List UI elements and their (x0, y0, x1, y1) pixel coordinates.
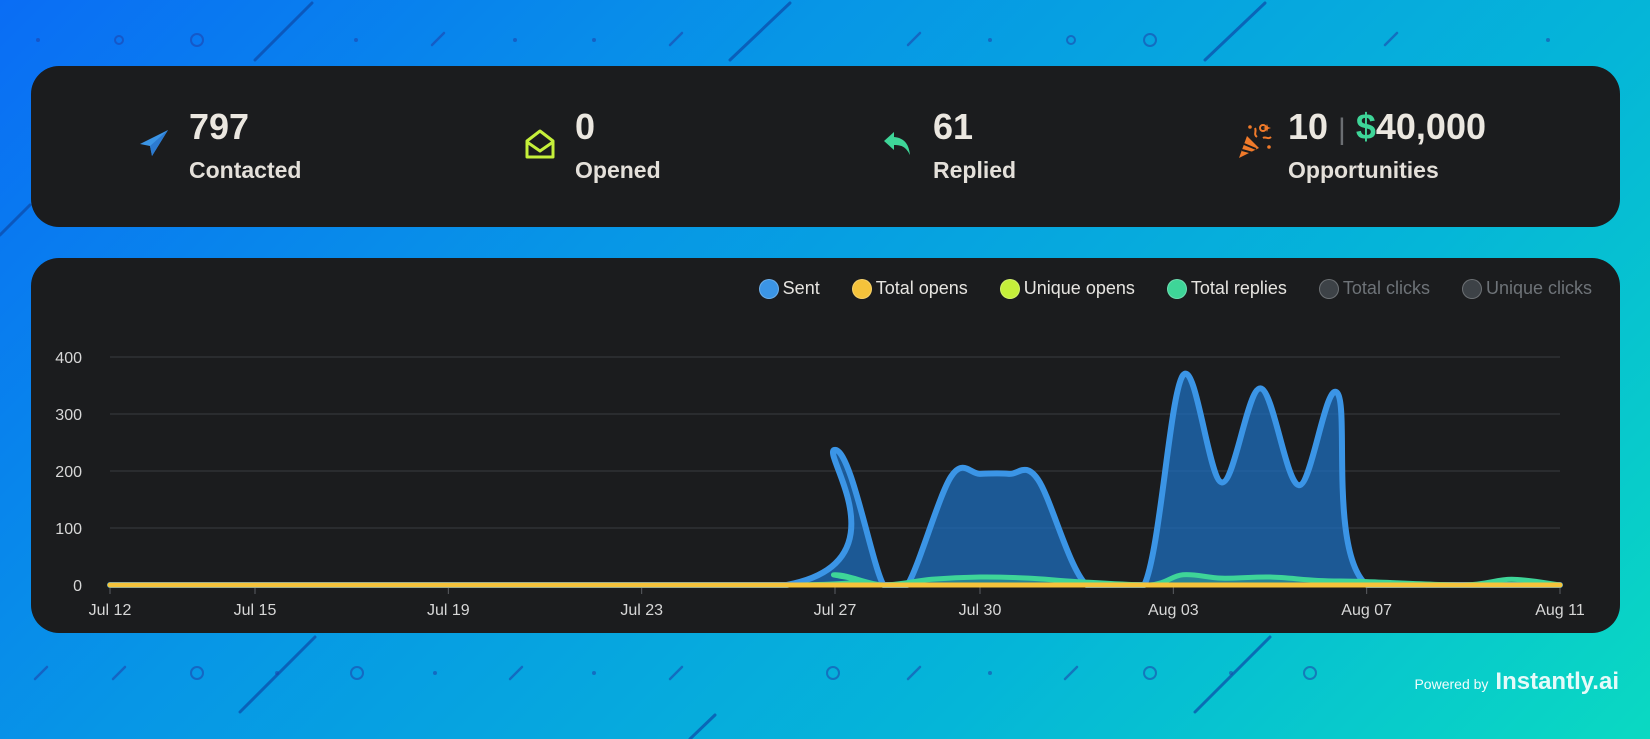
y-tick-label: 300 (55, 407, 82, 424)
opened-count: 0 (575, 106, 596, 147)
legend-swatch (1461, 278, 1482, 299)
replied-count: 61 (933, 106, 974, 147)
y-tick-label: 0 (73, 578, 82, 595)
opened-label: Opened (575, 157, 661, 183)
brand-logo: Instantly.ai (1495, 668, 1619, 695)
contacted-label: Contacted (189, 157, 302, 183)
series-area-sent (110, 373, 1560, 585)
y-tick-label: 400 (55, 350, 82, 367)
paper-plane-icon (140, 130, 168, 156)
legend-label: Total clicks (1342, 278, 1430, 298)
x-tick-label: Aug 03 (1148, 602, 1199, 619)
x-tick-label: Aug 11 (1535, 602, 1585, 619)
legend-item-total-clicks[interactable]: Total clicks (1318, 278, 1430, 299)
reply-arrow-icon (884, 132, 910, 155)
opportunities-value: $40,000 (1356, 106, 1486, 147)
powered-by[interactable]: Powered by Instantly.ai (1414, 668, 1619, 696)
opportunities-label: Opportunities (1288, 157, 1439, 183)
x-tick-label: Jul 15 (234, 602, 277, 619)
x-tick-label: Jul 30 (959, 602, 1002, 619)
legend-swatch (1166, 278, 1187, 299)
x-tick-label: Jul 23 (620, 602, 663, 619)
separator: | (1338, 113, 1346, 146)
legend-swatch (999, 278, 1020, 299)
x-tick-label: Aug 07 (1341, 602, 1392, 619)
x-tick-label: Jul 27 (814, 602, 857, 619)
currency-symbol: $ (1355, 106, 1376, 147)
legend-item-total-opens[interactable]: Total opens (851, 278, 968, 299)
y-tick-label: 200 (55, 464, 82, 481)
x-tick-label: Jul 12 (89, 602, 132, 619)
legend-label: Unique opens (1023, 278, 1135, 298)
stats-card: 797 Contacted 0 Opened 61 Replied (31, 66, 1620, 227)
chart-legend: Sent Total opens Unique opens Total replies… (727, 278, 1592, 299)
legend-swatch (851, 278, 872, 299)
legend-item-sent[interactable]: Sent (758, 278, 820, 299)
legend-label: Sent (782, 278, 820, 298)
opportunities-count: 10 | $40,000 (1288, 106, 1486, 151)
y-tick-label: 100 (55, 521, 82, 538)
legend-item-unique-clicks[interactable]: Unique clicks (1461, 278, 1592, 299)
chart-card: 0 100 200 300 400 Jul 12 Jul 15 Jul 19 Jul 23 Jul… (31, 258, 1620, 633)
series-line-sent (107, 370, 1563, 589)
party-popper-icon (1239, 124, 1272, 158)
legend-swatch (1318, 278, 1339, 299)
legend-item-total-replies[interactable]: Total replies (1166, 278, 1287, 299)
opportunities-amount: 40,000 (1375, 106, 1486, 147)
contacted-count: 797 (189, 106, 250, 147)
powered-by-text: Powered by (1414, 676, 1489, 692)
legend-label: Total replies (1190, 278, 1287, 298)
legend-swatch (758, 278, 779, 299)
x-tick-label: Jul 19 (427, 602, 470, 619)
opportunities-number: 10 (1288, 106, 1329, 147)
legend-item-unique-opens[interactable]: Unique opens (999, 278, 1135, 299)
legend-label: Total opens (875, 278, 968, 298)
activity-chart: 0 100 200 300 400 Jul 12 Jul 15 Jul 19 Jul 23 Jul… (55, 350, 1585, 619)
legend-label: Unique clicks (1485, 278, 1592, 298)
open-envelope-icon (525, 129, 555, 159)
replied-label: Replied (933, 157, 1017, 183)
